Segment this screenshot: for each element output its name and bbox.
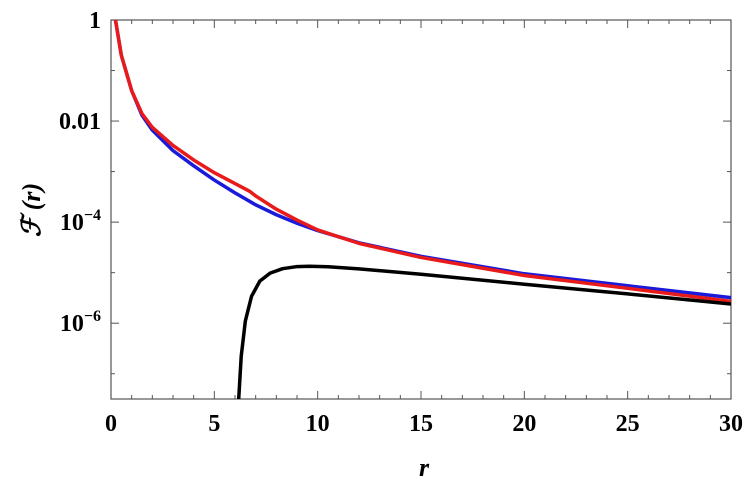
x-tick-label: 5 bbox=[208, 411, 220, 437]
series-line-3 bbox=[236, 264, 731, 399]
y-axis-label: ℱ (r) bbox=[17, 183, 46, 237]
y-tick-labels: 1 0.01 10−4 10−6 bbox=[59, 8, 101, 337]
x-tick-labels: 0 5 10 15 20 25 30 bbox=[105, 411, 743, 437]
y-tick-label: 10−4 bbox=[60, 207, 101, 236]
plot-frame bbox=[110, 19, 732, 400]
axis-ticks bbox=[110, 19, 732, 399]
y-tick-label: 0.01 bbox=[59, 109, 101, 135]
x-tick-label: 30 bbox=[719, 411, 743, 437]
x-tick-label: 25 bbox=[616, 411, 640, 437]
x-tick-label: 0 bbox=[105, 411, 117, 437]
series-line-2 bbox=[113, 20, 731, 304]
series-group bbox=[113, 20, 731, 399]
x-axis-label: r bbox=[419, 453, 430, 482]
series-line-1 bbox=[113, 20, 731, 300]
x-tick-label: 20 bbox=[512, 411, 536, 437]
y-tick-label: 1 bbox=[89, 8, 101, 34]
y-tick-label: 10−6 bbox=[60, 308, 101, 337]
x-tick-label: 10 bbox=[306, 411, 330, 437]
x-tick-label: 15 bbox=[409, 411, 433, 437]
